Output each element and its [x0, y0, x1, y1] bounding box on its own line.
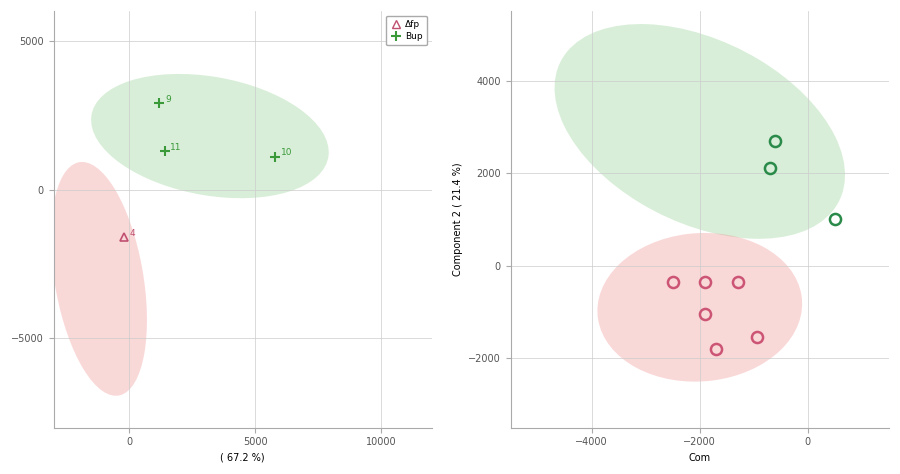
Ellipse shape [554, 24, 845, 239]
Text: 10: 10 [281, 148, 292, 157]
X-axis label: ( 67.2 %): ( 67.2 %) [220, 453, 265, 463]
Text: 9: 9 [165, 95, 171, 104]
Ellipse shape [51, 162, 147, 396]
Ellipse shape [598, 233, 802, 382]
Text: 11: 11 [170, 143, 182, 152]
Ellipse shape [91, 74, 328, 198]
Text: 4: 4 [130, 229, 135, 238]
X-axis label: Com: Com [688, 453, 711, 463]
Y-axis label: Component 2 ( 21.4 %): Component 2 ( 21.4 %) [453, 163, 463, 276]
Legend: Δfp, Bup: Δfp, Bup [386, 16, 427, 46]
